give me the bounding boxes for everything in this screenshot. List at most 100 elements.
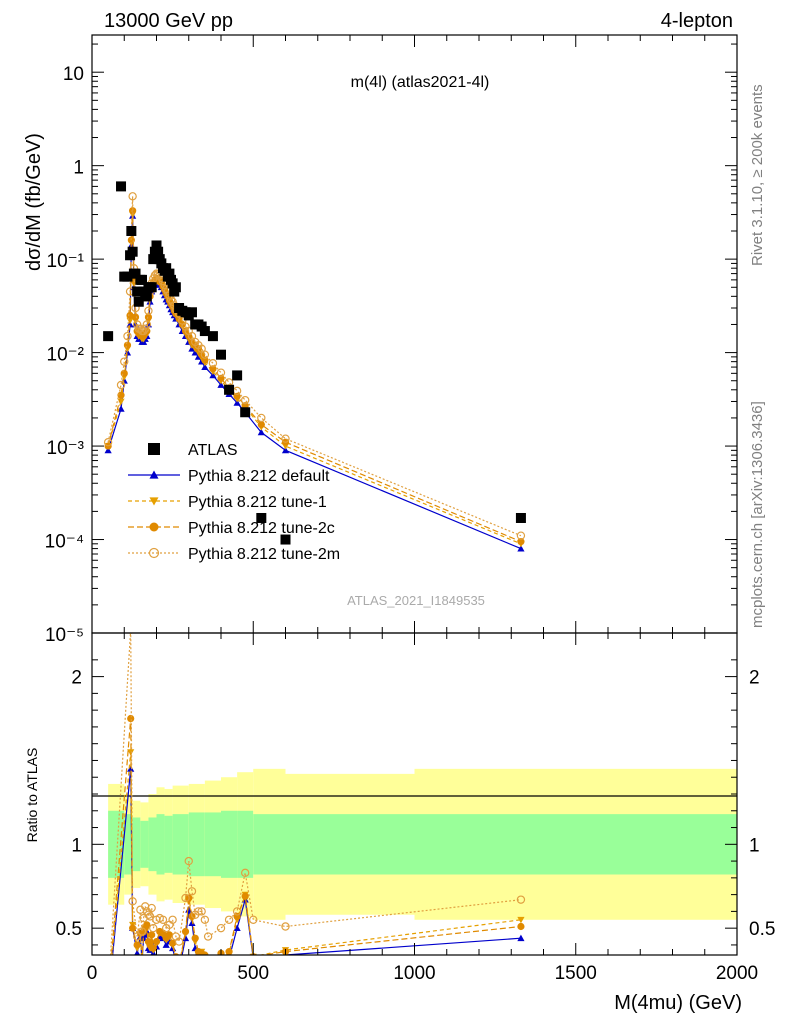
data-point [516, 531, 526, 540]
data-point [126, 225, 137, 236]
ratio-point [105, 998, 112, 1004]
legend-marker [149, 470, 159, 479]
data-point [141, 291, 152, 302]
uncertainty-band-inner [148, 817, 157, 872]
data-point [208, 359, 218, 368]
mcplots-label: mcplots.cern.ch [arXiv:1306.3436] [749, 401, 766, 628]
legend-marker [149, 497, 159, 506]
ratio-point [138, 959, 145, 965]
uncertainty-band-inner [237, 810, 254, 878]
data-point [209, 371, 217, 379]
ratio-point [200, 915, 210, 924]
y-tick-label: 10⁻¹ [47, 251, 85, 272]
ratio-point [145, 912, 155, 921]
ratio-point [225, 948, 233, 955]
ratio-point [184, 856, 193, 866]
ratio-point [191, 934, 199, 942]
uncertainty-band-inner [156, 814, 165, 875]
x-tick-label: 500 [237, 963, 269, 984]
data-point [116, 380, 126, 390]
data-point [216, 349, 226, 360]
data-point [120, 357, 129, 366]
data-point [128, 192, 137, 201]
data-point [116, 181, 127, 192]
legend-label: Pythia 8.212 tune-2m [188, 546, 340, 563]
legend-marker [148, 547, 160, 559]
data-point [146, 282, 157, 293]
uncertainty-band-inner [164, 815, 173, 873]
ratio-tick-label: 2 [71, 668, 82, 689]
data-point [240, 407, 251, 418]
data-point [127, 246, 138, 257]
ratio-point [149, 944, 157, 952]
data-point [517, 538, 525, 546]
data-point [117, 391, 125, 399]
ratio-point [224, 915, 234, 924]
data-point [216, 368, 226, 377]
data-point [161, 263, 172, 274]
ratio-point [144, 910, 153, 919]
data-point [224, 384, 235, 395]
ratio-point [147, 903, 156, 913]
ratio-point [181, 927, 190, 936]
ratio-point [172, 953, 180, 955]
data-point [144, 306, 153, 316]
ratio-y-label: Ratio to ATLAS [24, 748, 40, 843]
series-line [107, 210, 522, 543]
ratio-point [174, 937, 184, 946]
ratio-point [105, 992, 112, 999]
data-point [148, 254, 159, 265]
ratio-point [241, 892, 249, 900]
data-point [201, 363, 209, 370]
ratio-point [517, 934, 525, 942]
ratio-point [105, 995, 112, 1002]
ratio-point [128, 897, 137, 906]
data-point [103, 331, 114, 342]
data-point [170, 282, 181, 293]
data-point [256, 512, 267, 523]
ratio-point [517, 922, 525, 931]
ratio-point [148, 931, 156, 939]
uncertainty-band-inner [414, 814, 737, 875]
ratio-point [194, 907, 203, 916]
data-point [104, 446, 112, 454]
ratio-tick-label-right: 2 [749, 668, 760, 689]
uncertainty-band-inner [172, 814, 189, 875]
ratio-point [158, 915, 168, 924]
x-tick-label: 1000 [393, 963, 435, 984]
ratio-point [129, 924, 137, 932]
ratio-point [249, 915, 258, 924]
x-tick-label: 0 [87, 963, 98, 984]
uncertainty-band-inner [253, 814, 286, 875]
data-point [200, 350, 210, 359]
ratio-point [175, 961, 182, 968]
uncertainty-band-inner [221, 810, 238, 878]
ratio-point [253, 954, 254, 955]
main-panel: m(4l) (atlas2021-4l) ATLAS_2021_I1849535… [23, 34, 738, 646]
header-process: 13000 GeV pp [104, 10, 233, 32]
data-point [117, 398, 125, 406]
data-point [217, 381, 225, 388]
data-point [130, 268, 141, 279]
ratio-point [168, 915, 177, 924]
data-point [164, 268, 175, 279]
legend-marker [149, 522, 159, 532]
ratio-point [137, 927, 147, 936]
ratio-point [517, 916, 525, 924]
data-point [151, 240, 162, 251]
data-point [257, 428, 265, 436]
data-point [281, 446, 290, 454]
data-point [280, 534, 291, 545]
ratio-point [138, 958, 145, 964]
ratio-point [152, 937, 161, 946]
ratio-point [181, 893, 190, 903]
data-point [232, 370, 243, 381]
data-point [133, 296, 144, 307]
data-point [233, 399, 241, 406]
ratio-tick-label-right: 0.5 [749, 919, 775, 940]
series-4 [103, 192, 526, 540]
legend-label: Pythia 8.212 tune-1 [188, 494, 327, 511]
ratio-point [232, 907, 242, 916]
ratio-point [197, 907, 206, 916]
